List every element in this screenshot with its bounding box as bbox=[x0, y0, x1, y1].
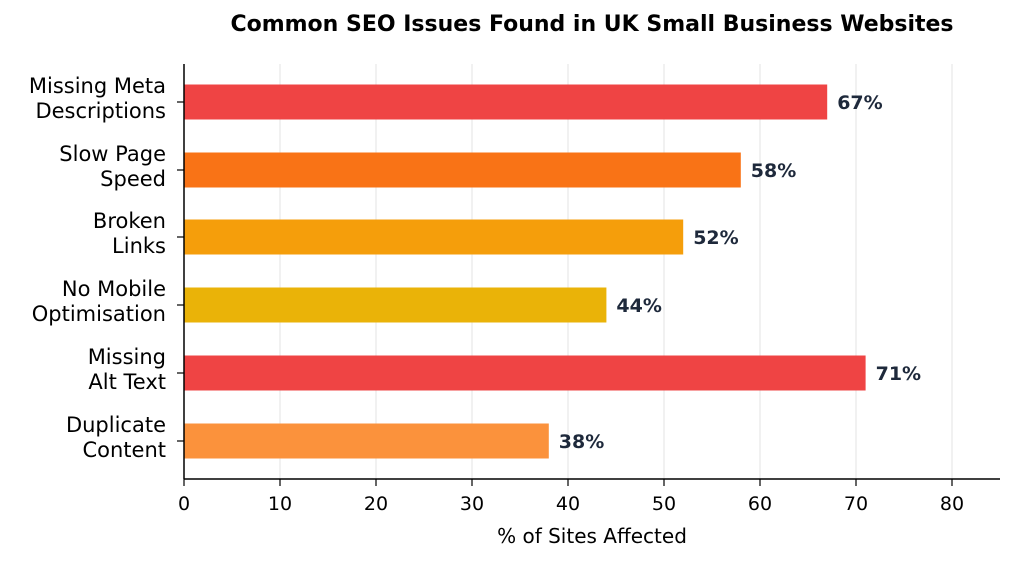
bars: 67% 58% 52% 44% 71% 38% bbox=[184, 84, 921, 459]
x-tick-label: 50 bbox=[652, 493, 676, 515]
category-label: No Mobile bbox=[62, 277, 166, 301]
data-label: 38% bbox=[559, 431, 604, 453]
x-tick-label: 60 bbox=[748, 493, 772, 515]
chart-title: Common SEO Issues Found in UK Small Busi… bbox=[230, 12, 954, 37]
bar bbox=[184, 423, 549, 459]
x-tick-label: 80 bbox=[940, 493, 964, 515]
category-label: Missing bbox=[88, 345, 166, 369]
category-label: Content bbox=[82, 438, 166, 462]
category-label: Links bbox=[112, 234, 166, 258]
category-label: Slow Page bbox=[59, 142, 166, 166]
data-label: 44% bbox=[616, 295, 661, 317]
x-tick-label: 20 bbox=[364, 493, 388, 515]
x-tick-label: 70 bbox=[844, 493, 868, 515]
category-label: Duplicate bbox=[66, 413, 166, 437]
bar bbox=[184, 287, 607, 323]
data-label: 71% bbox=[876, 363, 921, 385]
category-label: Alt Text bbox=[88, 370, 166, 394]
bar bbox=[184, 355, 866, 391]
data-label: 58% bbox=[751, 160, 796, 182]
bar bbox=[184, 152, 741, 188]
category-label: Speed bbox=[100, 167, 166, 191]
axes bbox=[183, 64, 1000, 480]
gridlines bbox=[279, 64, 953, 479]
bar bbox=[184, 84, 828, 120]
data-label: 67% bbox=[837, 92, 882, 114]
x-tick-label: 0 bbox=[178, 493, 190, 515]
category-label: Missing Meta bbox=[29, 74, 166, 98]
data-label: 52% bbox=[693, 227, 738, 249]
category-label: Descriptions bbox=[35, 99, 166, 123]
x-tick-label: 40 bbox=[556, 493, 580, 515]
bar bbox=[184, 219, 684, 255]
ticks: 0 10 20 30 40 50 60 70 80 Missing MetaDescription… bbox=[29, 74, 964, 515]
category-label: Broken bbox=[93, 209, 166, 233]
category-label: Optimisation bbox=[32, 302, 166, 326]
x-tick-label: 10 bbox=[268, 493, 292, 515]
x-axis-label: % of Sites Affected bbox=[497, 524, 687, 548]
x-tick-label: 30 bbox=[460, 493, 484, 515]
